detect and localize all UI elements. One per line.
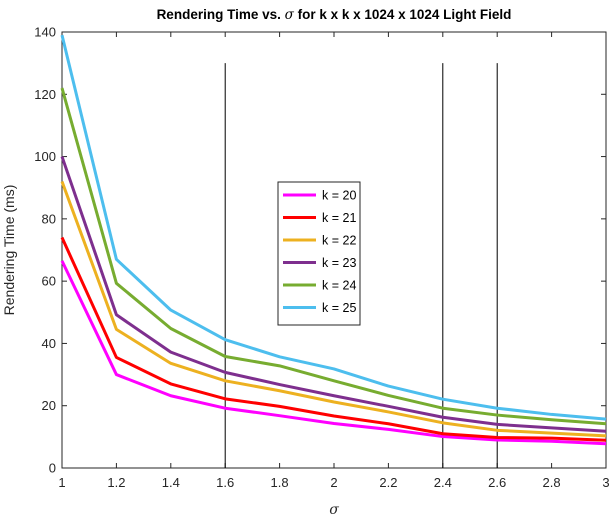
chart-title-part-3: for k x k x 1024 x 1024 Light Field <box>294 7 512 22</box>
series-line <box>60 180 607 438</box>
x-tick-label: 2.6 <box>488 475 506 490</box>
series-line <box>60 156 607 433</box>
x-axis-title: σ <box>329 502 339 518</box>
legend-label: k = 20 <box>322 189 356 203</box>
y-tick-label: 80 <box>42 211 56 226</box>
x-tick-label: 1.8 <box>271 475 289 490</box>
y-tick-label: 20 <box>42 398 56 413</box>
legend-label: k = 22 <box>322 234 356 248</box>
legend-label: k = 24 <box>322 279 356 293</box>
legend: k = 20 k = 21 k = 22 k = 23 k = 24 k = 25 <box>277 181 361 326</box>
series-line <box>60 260 607 446</box>
x-tick-label: 1.6 <box>216 475 234 490</box>
y-axis-title: Rendering Time (ms) <box>1 185 17 316</box>
plot-area: 1 1.2 1.4 1.6 1.8 2 2.2 2.4 2.6 2.8 3 0 20 40 60 80 100 1… <box>34 25 609 491</box>
y-tick-label: 140 <box>34 25 56 40</box>
y-tick-label: 120 <box>34 87 56 102</box>
x-tick-label: 2.4 <box>434 475 452 490</box>
legend-label: k = 21 <box>322 211 356 225</box>
x-tick-label: 1.2 <box>107 475 125 490</box>
legend-label: k = 23 <box>322 256 356 270</box>
chart-title: Rendering Time vs. σ for k x k x 1024 x … <box>157 7 512 23</box>
series-line <box>60 34 607 421</box>
y-tick-label: 0 <box>49 461 56 476</box>
y-tick-label: 40 <box>42 336 56 351</box>
series-line <box>60 236 607 442</box>
x-tick-label: 2.2 <box>379 475 397 490</box>
y-tick-label: 60 <box>42 274 56 289</box>
x-tick-label: 3 <box>602 475 609 490</box>
x-tick-label: 2 <box>330 475 337 490</box>
series-line <box>60 87 607 426</box>
y-tick-label: 100 <box>34 149 56 164</box>
chart-title-sigma: σ <box>285 7 295 23</box>
x-tick-label: 1.4 <box>162 475 180 490</box>
x-tick-label: 2.8 <box>543 475 561 490</box>
chart-title-part-1: Rendering Time vs. <box>157 7 285 22</box>
legend-label: k = 25 <box>322 301 356 315</box>
x-tick-label: 1 <box>58 475 65 490</box>
legend-box <box>277 181 361 326</box>
